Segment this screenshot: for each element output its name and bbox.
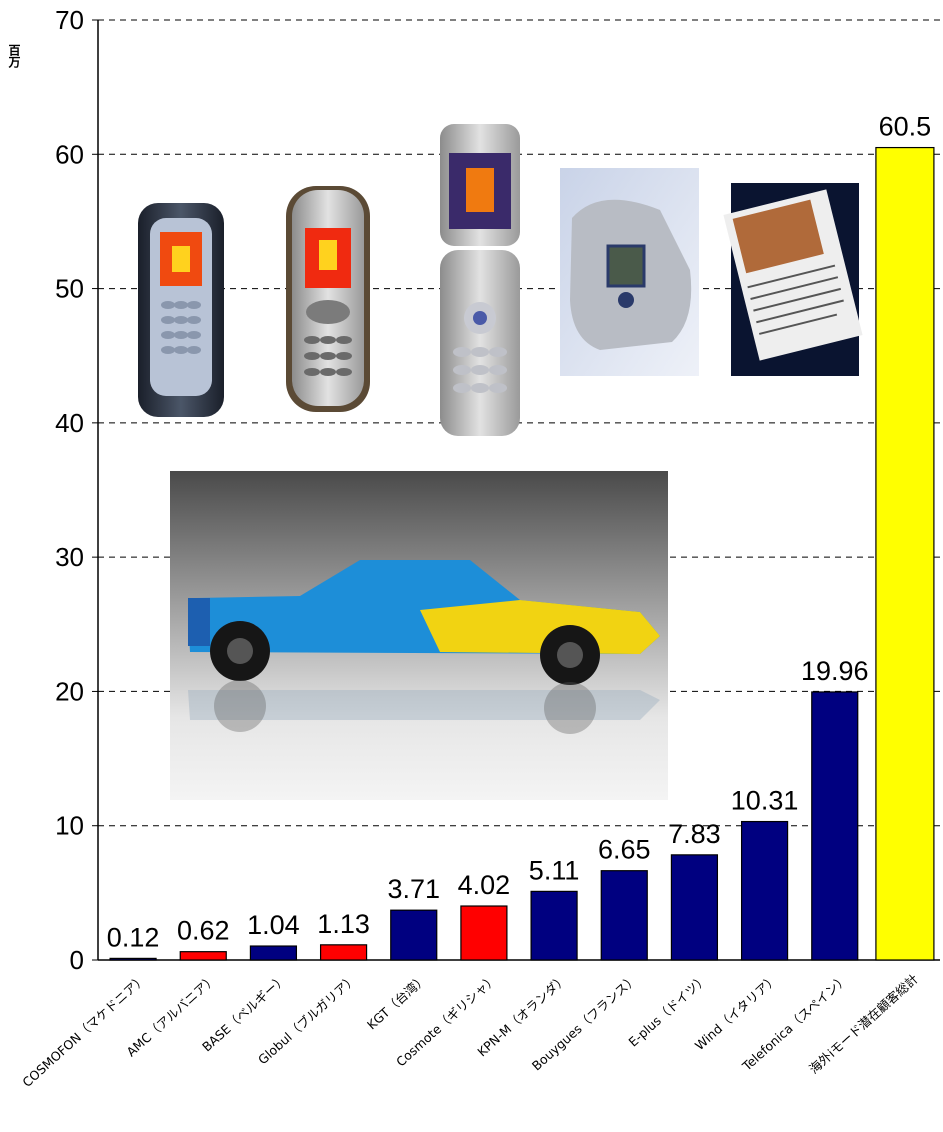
value-labels: 0.12 0.62 1.04 1.13 3.71 4.02 5.11 6.65 7.83 10.3…: [107, 112, 931, 953]
y-tick-label: 70: [55, 5, 84, 35]
y-tick-label: 50: [55, 274, 84, 304]
bar: [740, 820, 789, 961]
y-tick-label: 20: [55, 676, 84, 706]
bar: [460, 905, 508, 961]
bar-value-label: 3.71: [387, 874, 440, 904]
y-axis-unit-label: 百万: [7, 44, 21, 69]
bar: [390, 909, 438, 961]
category-label: COSMOFON（マケドニア）: [19, 971, 149, 1090]
bar: [530, 890, 578, 961]
bar-value-label: 1.04: [247, 910, 300, 940]
y-tick-label: 0: [70, 945, 84, 975]
bar-value-label: 0.62: [177, 916, 230, 946]
phone-1-image: [138, 203, 224, 417]
bar-value-label: 4.02: [458, 870, 511, 900]
bar-value-label: 1.13: [317, 909, 370, 939]
bar-value-label: 5.11: [529, 855, 580, 885]
bar: [319, 944, 368, 961]
bar-value-label: 0.12: [107, 922, 160, 952]
bar: [109, 957, 157, 961]
phone-2-image: [286, 186, 370, 412]
y-tick-label: 10: [55, 811, 84, 841]
bar: [600, 870, 648, 961]
bars: [109, 146, 935, 961]
bar: [811, 691, 859, 961]
bar-value-label: 7.83: [668, 819, 721, 849]
silver-flip-phone-image: [560, 168, 699, 376]
y-axis-ticks: 0 10 20 30 40 50 60 70: [55, 5, 98, 975]
y-tick-label: 30: [55, 542, 84, 572]
bar: [670, 854, 719, 961]
bar: [875, 146, 935, 961]
category-label: KGT（台湾）: [364, 971, 430, 1032]
bar-value-label: 6.65: [598, 835, 651, 865]
y-tick-label: 40: [55, 408, 84, 438]
category-labels: COSMOFON（マケドニア）AMC（アルバニア）BASE（ベルギー）Globu…: [19, 971, 921, 1090]
bar-value-label: 19.96: [801, 656, 869, 686]
bar: [249, 945, 298, 961]
formula-one-car-image: [170, 471, 668, 800]
y-tick-label: 60: [55, 139, 84, 169]
bar: [179, 951, 227, 961]
bar-value-label: 10.31: [731, 786, 799, 816]
flip-phone-image: [440, 124, 520, 436]
phone-screen-news-image: [723, 183, 863, 376]
bar-value-label: 60.5: [879, 112, 932, 142]
